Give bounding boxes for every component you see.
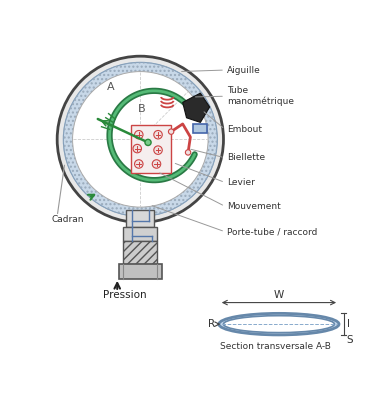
- Text: Section transversale A-B: Section transversale A-B: [220, 342, 331, 351]
- Circle shape: [135, 130, 143, 139]
- Text: l: l: [348, 319, 350, 329]
- Bar: [131, 126, 171, 173]
- Text: S: S: [346, 335, 353, 345]
- Ellipse shape: [223, 316, 334, 332]
- Circle shape: [154, 130, 162, 139]
- Circle shape: [152, 160, 161, 168]
- Circle shape: [133, 144, 142, 153]
- Circle shape: [145, 139, 151, 145]
- Bar: [193, 124, 206, 133]
- Text: R: R: [208, 319, 215, 329]
- Text: W: W: [274, 290, 284, 300]
- Circle shape: [168, 129, 174, 135]
- Text: Aiguille: Aiguille: [227, 65, 261, 75]
- Bar: [126, 210, 154, 227]
- Ellipse shape: [219, 314, 339, 335]
- Text: Biellette: Biellette: [227, 154, 265, 162]
- Circle shape: [185, 150, 191, 155]
- Bar: [123, 241, 157, 264]
- Circle shape: [73, 72, 208, 207]
- Text: A: A: [107, 82, 115, 92]
- Circle shape: [63, 62, 217, 216]
- Bar: [119, 264, 162, 280]
- Text: Tube
manométrique: Tube manométrique: [227, 86, 294, 106]
- Circle shape: [135, 160, 143, 168]
- Circle shape: [154, 146, 162, 154]
- Bar: [123, 227, 157, 241]
- Text: Porte-tube / raccord: Porte-tube / raccord: [227, 227, 318, 236]
- Circle shape: [57, 56, 223, 223]
- Text: Mouvement: Mouvement: [227, 202, 281, 211]
- Text: B: B: [138, 103, 146, 114]
- Text: Cadran: Cadran: [51, 215, 83, 224]
- Polygon shape: [183, 93, 210, 122]
- Text: Pression: Pression: [103, 290, 147, 300]
- Text: Levier: Levier: [227, 178, 255, 187]
- Text: Embout: Embout: [227, 125, 262, 134]
